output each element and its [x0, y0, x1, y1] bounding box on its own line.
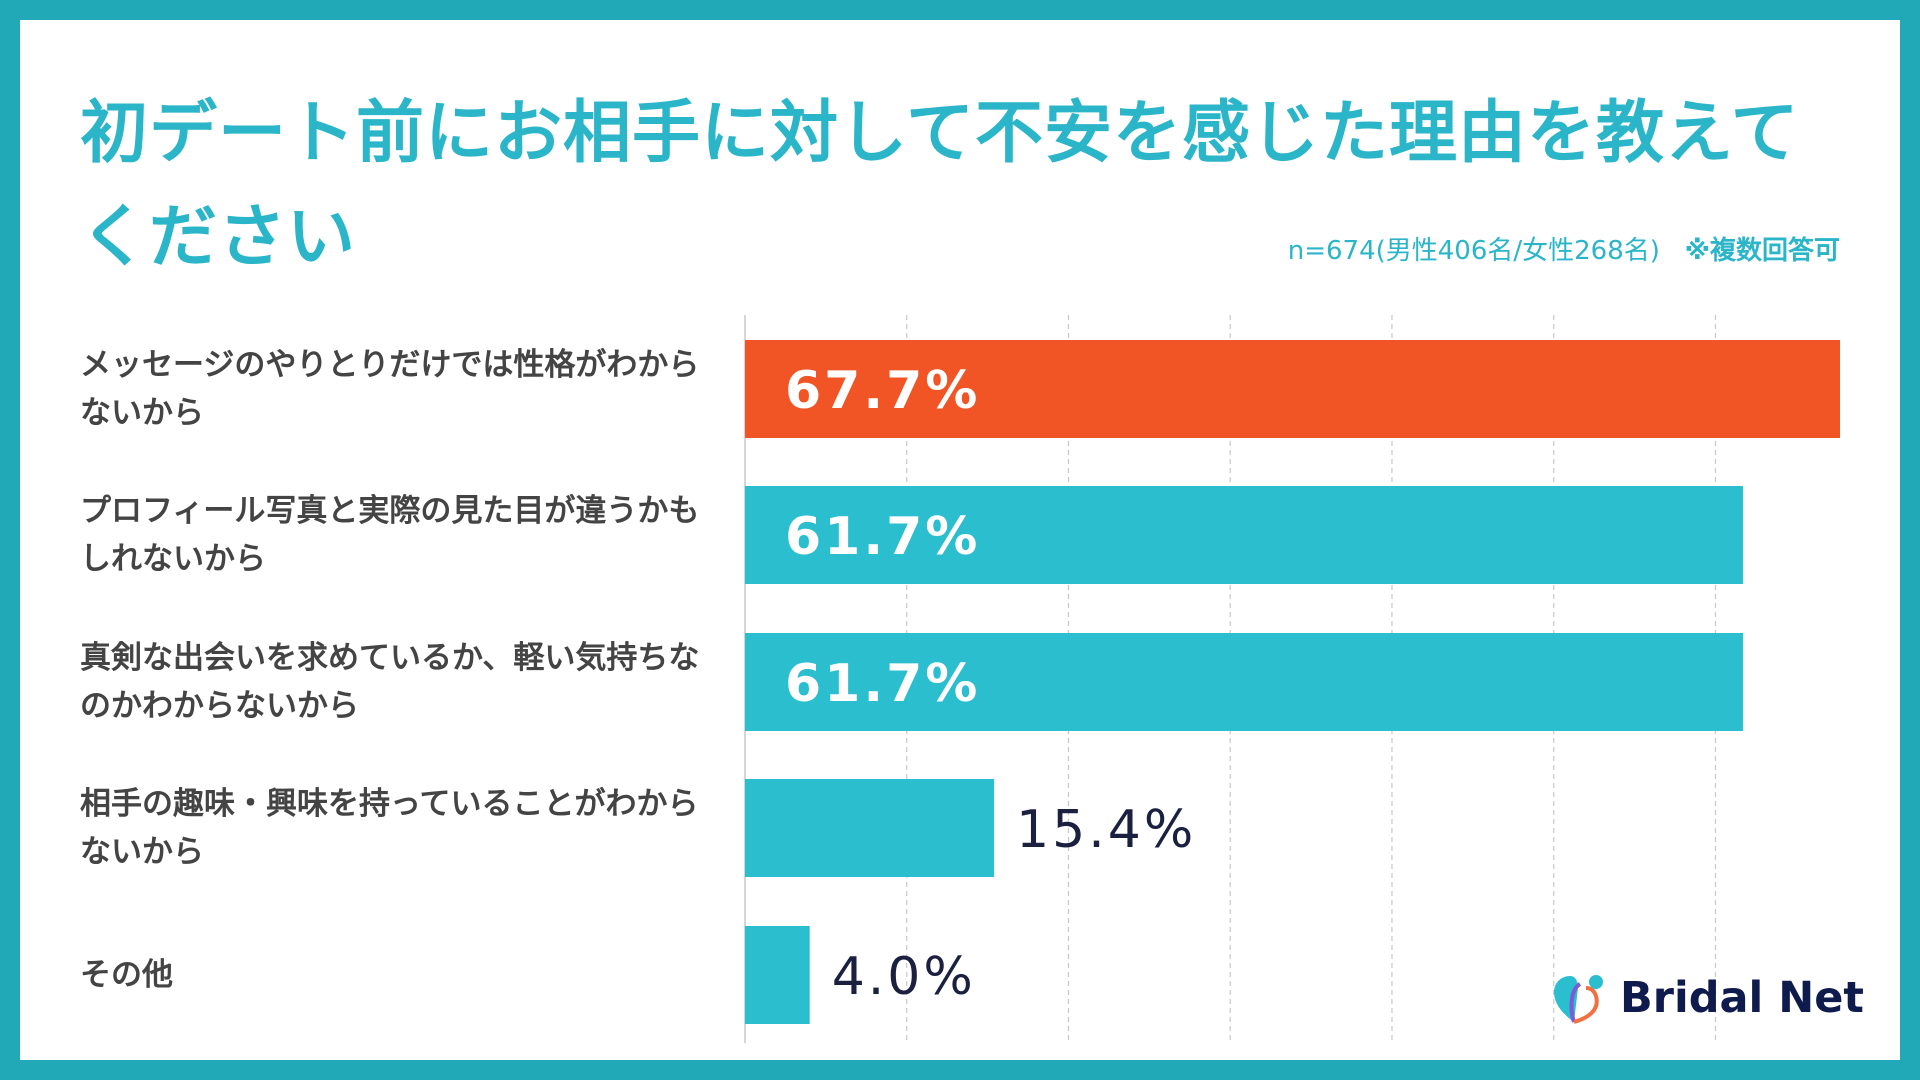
brand-name: Bridal Net [1620, 973, 1864, 1023]
bar [745, 779, 995, 877]
heart-logo-icon [1554, 975, 1603, 1024]
bar [745, 633, 1743, 731]
bar [745, 486, 1743, 584]
bar [745, 340, 1840, 438]
category-label: プロフィール写真と実際の見た目が違うかもしれないから [80, 493, 700, 577]
category-label: メッセージのやりとりだけでは性格がわからないから [80, 347, 700, 431]
sample-size: n=674(男性406名/女性268名) [1287, 236, 1660, 266]
bar [745, 926, 810, 1024]
multiple-answer-note: ※複数回答可 [1684, 236, 1840, 266]
data-label: 61.7% [785, 654, 980, 714]
category-label: その他 [80, 957, 173, 993]
data-label: 61.7% [785, 507, 980, 567]
data-label: 67.7% [785, 361, 980, 421]
data-label: 4.0% [832, 947, 976, 1007]
brand-logo: Bridal Net [1552, 970, 1864, 1026]
sample-note: n=674(男性406名/女性268名) ※複数回答可 [1288, 230, 1840, 267]
category-label: 相手の趣味・興味を持っていることがわからないから [80, 786, 699, 870]
category-label: 真剣な出会いを求めているか、軽い気持ちなのかわからないから [80, 640, 700, 724]
chart-title: 初デート前にお相手に対して不安を感じた理由を教えてください [80, 94, 1800, 277]
data-label: 15.4% [1016, 800, 1196, 860]
